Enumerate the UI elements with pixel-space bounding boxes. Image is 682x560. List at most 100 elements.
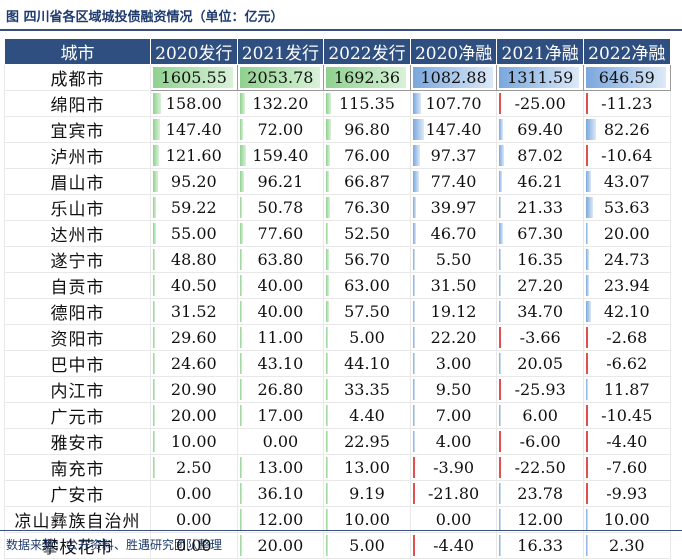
value-cell: 23.78 [496,480,584,507]
cell-value: 5.50 [435,250,472,269]
cell-value: -6.62 [606,354,648,373]
value-cell: 3.00 [409,350,498,377]
cell-value: 1605.55 [160,68,227,87]
cell-value: 22.95 [344,432,390,451]
value-cell: 96.80 [323,116,411,143]
header-city: 城市 [4,38,151,65]
value-cell: 11.87 [582,376,671,403]
cell-value: 52.50 [344,224,390,243]
data-bar [239,457,242,478]
data-bar [499,171,503,192]
data-bar [153,301,155,322]
cell-value: 26.80 [257,380,304,399]
data-bar [412,353,415,374]
data-bar [499,275,502,296]
cell-value: 40.00 [257,302,304,321]
city-cell: 巴中市 [4,350,151,377]
data-bar [585,67,666,88]
data-bar [326,223,329,244]
value-cell: 43.10 [236,350,325,377]
cell-value: -11.23 [601,94,653,113]
value-cell: 1311.59 [496,64,584,91]
data-bar [239,509,242,530]
data-bar [499,197,502,218]
negative-bar [585,457,588,478]
value-cell: 0.00 [236,428,325,455]
cell-value: 77.60 [257,224,304,243]
value-cell: -3.90 [409,454,498,481]
value-cell: 16.33 [496,532,584,559]
cell-value: -4.40 [433,536,475,555]
value-cell: -2.68 [582,324,671,351]
value-cell: 115.35 [323,90,411,117]
source-note: 数据来源：公开资料、胜遇研究团队整理 [6,538,223,552]
cell-value: 1082.88 [420,68,487,87]
data-bar [153,249,155,270]
value-cell: 1692.36 [323,64,411,91]
cell-value: 19.12 [430,302,477,321]
value-cell: 158.00 [150,90,238,117]
value-cell: 0.00 [409,506,498,533]
cell-value: 82.26 [603,120,650,139]
value-cell: 16.35 [496,246,584,273]
cell-value: 43.10 [257,354,304,373]
data-bar [239,327,242,348]
cell-value: 22.20 [430,328,477,347]
value-cell: 5.00 [323,532,411,559]
negative-bar [412,483,415,504]
value-cell: 20.05 [496,350,584,377]
value-cell: 52.50 [323,220,411,247]
value-cell: 40.00 [236,298,325,325]
table-title: 图 四川省各区域城投债融资情况（单位：亿元） [6,10,284,25]
value-cell: 48.80 [150,246,238,273]
cell-value: 0.00 [175,536,212,555]
cell-value: 2053.78 [247,68,314,87]
data-bar [585,275,589,296]
cell-value: 0.00 [435,510,472,529]
cell-value: 5.00 [349,536,385,555]
cell-value: 72.00 [257,120,304,139]
data-bar [153,223,156,244]
value-cell: 26.80 [236,376,325,403]
value-cell: -21.80 [409,480,498,507]
value-cell: 55.00 [150,220,238,247]
data-bar [412,275,415,296]
cell-value: 121.60 [165,146,222,165]
data-bar [585,509,588,530]
cell-value: 16.35 [517,250,564,269]
cell-value: 20.00 [170,406,217,425]
cell-value: -4.40 [606,432,648,451]
data-bar [239,379,242,400]
value-cell: 59.22 [150,194,238,221]
cell-value: 5.00 [349,328,385,347]
data-bar [585,197,593,218]
negative-bar [585,483,588,504]
value-cell: 23.94 [582,272,671,299]
data-bar [239,353,242,374]
cell-value: 10.00 [603,510,650,529]
data-bar [499,67,580,88]
cell-value: -6.00 [519,432,561,451]
cell-value: 23.94 [603,276,650,295]
data-bar [153,67,233,88]
value-cell: 21.33 [496,194,584,221]
data-bar [412,405,415,426]
data-bar [326,431,329,452]
cell-value: 63.00 [344,276,390,295]
cell-value: 39.97 [430,198,477,217]
value-cell: -25.00 [496,90,584,117]
cell-value: 23.78 [517,484,564,503]
value-cell: 2.30 [582,532,671,559]
value-cell: 53.63 [582,194,671,221]
data-bar [239,405,242,426]
data-bar [585,535,588,556]
value-cell: 2.50 [150,454,238,481]
city-cell: 达州市 [4,220,151,247]
table-row: 凉山彝族自治州 0.00 12.00 10.00 0.00 12.00 10.00 [4,506,671,533]
data-bar [239,223,243,244]
value-cell: -11.23 [582,90,671,117]
value-cell: 46.21 [496,168,584,195]
cell-value: 147.40 [425,120,482,139]
cell-value: 96.80 [344,120,390,139]
cell-value: 11.87 [603,380,650,399]
